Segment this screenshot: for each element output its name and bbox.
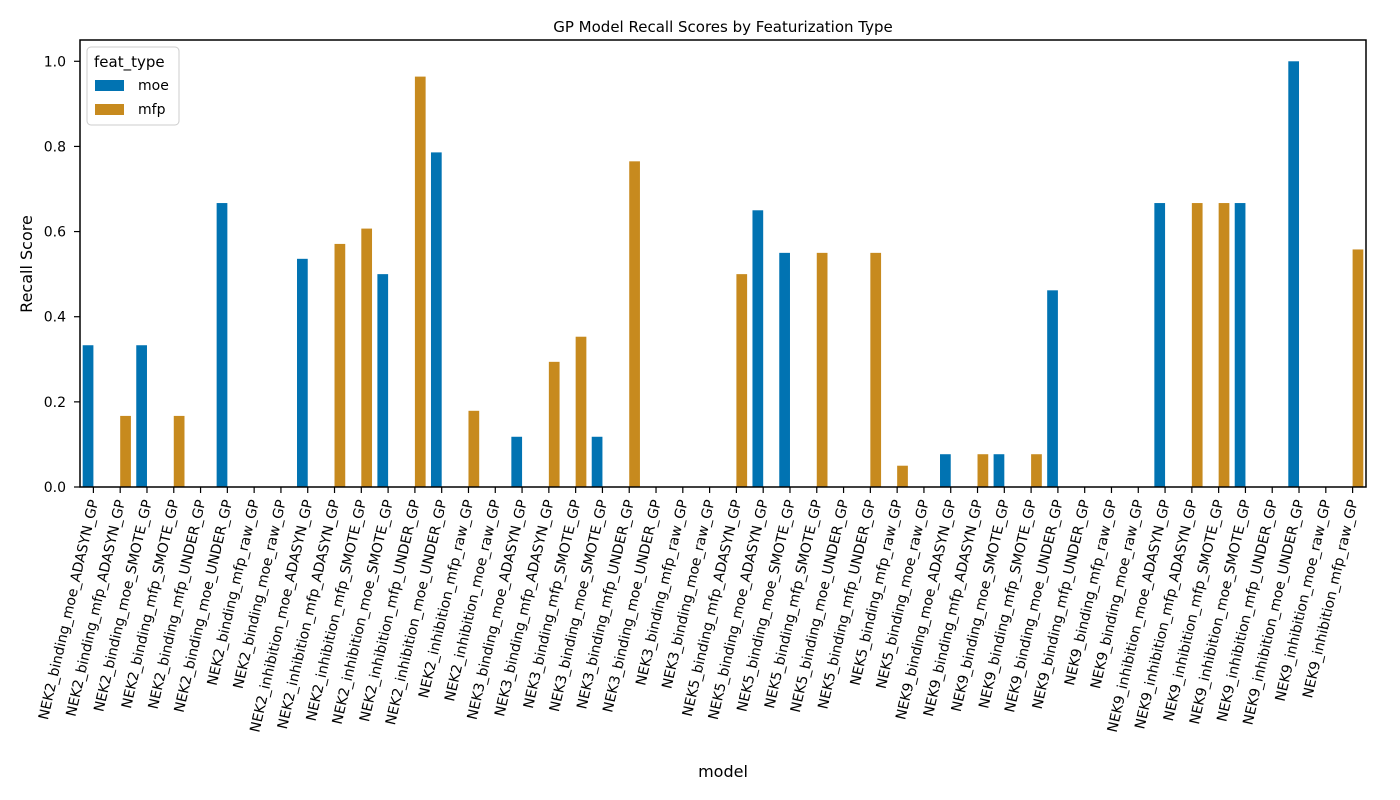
y-tick-label-1: 0.2 bbox=[44, 395, 66, 411]
bar-mfp-27 bbox=[816, 252, 828, 487]
bar-mfp-14 bbox=[468, 410, 480, 487]
bar-mfp-10 bbox=[361, 228, 373, 487]
bar-moe-16 bbox=[511, 436, 523, 487]
bar-mfp-30 bbox=[897, 465, 908, 487]
bar-moe-45 bbox=[1288, 61, 1300, 487]
plot-frame bbox=[79, 39, 1367, 488]
y-axis-label: Recall Score bbox=[17, 215, 36, 313]
bar-mfp-33 bbox=[977, 454, 989, 487]
bar-moe-34 bbox=[993, 454, 1005, 487]
bar-mfp-9 bbox=[334, 243, 346, 487]
bar-moe-13 bbox=[430, 152, 442, 487]
bar-mfp-12 bbox=[414, 76, 426, 488]
bar-moe-25 bbox=[752, 210, 764, 488]
bar-moe-5 bbox=[216, 203, 228, 488]
bar-moe-19 bbox=[591, 436, 603, 487]
bar-mfp-17 bbox=[548, 361, 560, 487]
bar-moe-40 bbox=[1154, 203, 1166, 488]
bar-mfp-1 bbox=[120, 415, 131, 487]
axes-layer: 0.00.20.40.60.81.0NEK2_binding_moe_ADASY… bbox=[36, 39, 1367, 734]
bar-mfp-35 bbox=[1031, 454, 1042, 487]
x-axis-label: model bbox=[698, 762, 748, 781]
legend-label-moe: moe bbox=[138, 78, 169, 94]
legend-label-mfp: mfp bbox=[138, 102, 166, 118]
bar-moe-0 bbox=[82, 345, 94, 487]
bar-mfp-47 bbox=[1352, 249, 1364, 487]
chart-title: GP Model Recall Scores by Featurization … bbox=[553, 18, 893, 36]
bar-mfp-24 bbox=[736, 274, 748, 487]
y-tick-label-0: 0.0 bbox=[44, 480, 66, 496]
bar-moe-43 bbox=[1234, 203, 1246, 488]
bar-mfp-3 bbox=[173, 415, 185, 487]
bar-moe-36 bbox=[1047, 290, 1058, 487]
bar-moe-11 bbox=[377, 274, 389, 487]
bar-mfp-41 bbox=[1191, 203, 1203, 488]
bar-mfp-18 bbox=[575, 336, 587, 487]
bar-moe-26 bbox=[779, 252, 790, 487]
bars-layer bbox=[82, 61, 1364, 488]
bar-mfp-29 bbox=[870, 252, 882, 487]
y-tick-label-4: 0.8 bbox=[44, 139, 66, 155]
bar-mfp-20 bbox=[629, 161, 640, 487]
bar-moe-2 bbox=[136, 345, 147, 487]
y-tick-label-5: 1.0 bbox=[44, 54, 66, 70]
bar-mfp-42 bbox=[1218, 203, 1230, 488]
y-tick-label-2: 0.4 bbox=[44, 310, 66, 326]
bar-moe-8 bbox=[297, 258, 308, 487]
bar-moe-32 bbox=[940, 454, 951, 487]
legend-title: feat_type bbox=[94, 53, 165, 72]
legend-swatch-moe bbox=[95, 80, 124, 91]
y-tick-label-3: 0.6 bbox=[44, 225, 66, 241]
legend-swatch-mfp bbox=[95, 104, 124, 115]
